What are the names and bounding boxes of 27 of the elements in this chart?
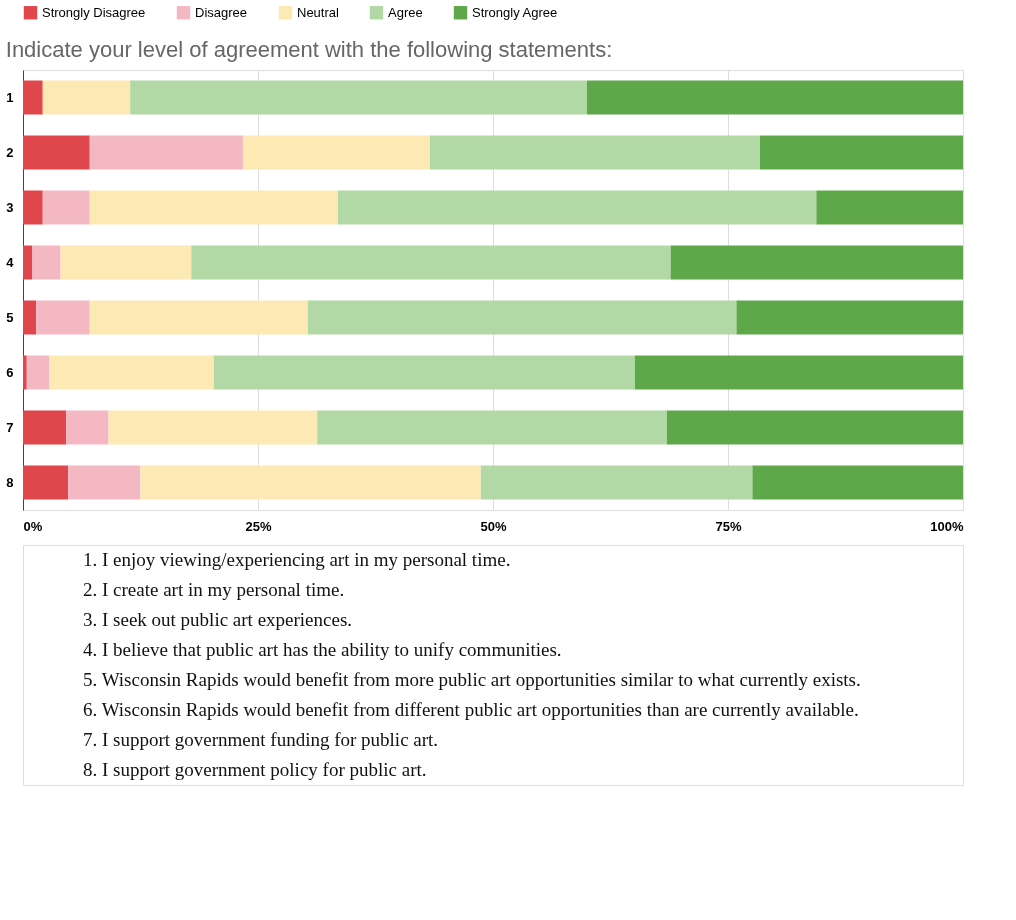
- y-tick-label: 5: [6, 309, 14, 325]
- legend-label: Agree: [388, 4, 423, 20]
- text: 8. I support government policy for public art.: [83, 759, 427, 780]
- y-tick-label: 2: [6, 144, 14, 160]
- legend-label: Disagree: [195, 4, 248, 20]
- y-tick-label: 1: [6, 89, 14, 105]
- text: 2. I create art in my personal time.: [83, 579, 345, 600]
- x-tick-label: 100%: [930, 518, 964, 534]
- legend-label: Strongly Agree: [472, 4, 558, 20]
- text: 6. Wisconsin Rapids would benefit from different public art opportunities than are currently available.: [83, 699, 859, 720]
- y-tick-label: 4: [6, 254, 15, 270]
- y-tick-label: 7: [6, 419, 14, 435]
- x-tick-label: 0%: [23, 518, 43, 534]
- x-tick-label: 50%: [480, 518, 507, 534]
- text: 3. I seek out public art experiences.: [83, 609, 353, 630]
- y-tick-label: 8: [6, 474, 14, 490]
- x-tick-label: 75%: [715, 518, 742, 534]
- legend-label: Neutral: [297, 4, 340, 20]
- text: 5. Wisconsin Rapids would benefit from more public art opportunities similar to what currently exists.: [83, 669, 861, 690]
- chart-title: Indicate your level of agreement with the following statements:: [5, 37, 613, 62]
- legend-label: Strongly Disagree: [42, 4, 146, 20]
- y-tick-label: 6: [6, 364, 14, 380]
- y-tick-label: 3: [6, 199, 14, 215]
- text: 7. I support government funding for public art.: [83, 729, 439, 750]
- x-tick-label: 25%: [245, 518, 272, 534]
- text: 1. I enjoy viewing/experiencing art in my personal time.: [83, 549, 511, 570]
- text: 4. I believe that public art has the ability to unify communities.: [83, 639, 562, 660]
